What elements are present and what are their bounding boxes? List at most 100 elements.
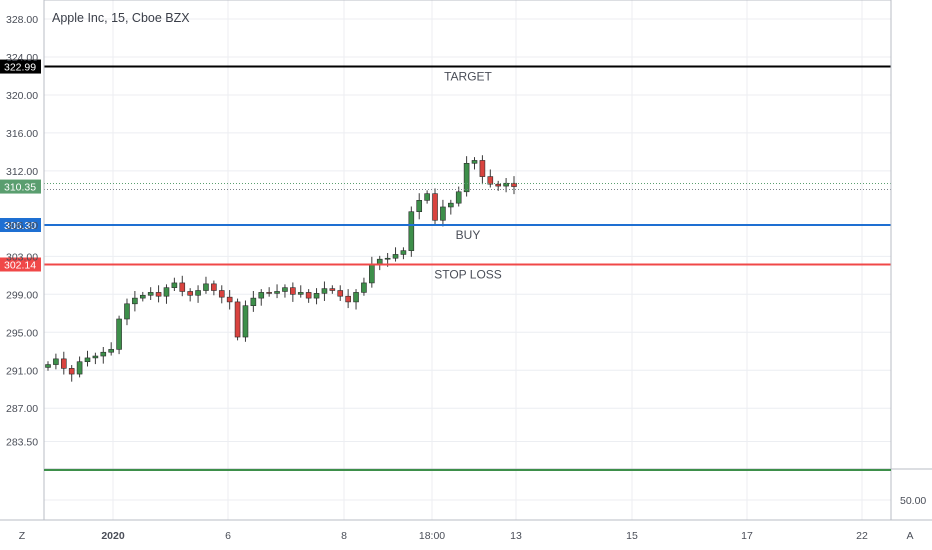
candle [163,284,170,304]
candle [345,289,351,309]
candle [416,193,423,220]
candle [313,288,320,305]
candle [203,276,209,294]
timezone-button[interactable]: Z [19,530,26,542]
candle [53,353,59,370]
candle [408,206,415,257]
candle-body [163,287,170,297]
candle [84,350,91,367]
candle [234,298,241,341]
candle-body [84,357,91,363]
y-tick-label: 299.00 [6,289,38,301]
level-price-value: 302.14 [4,260,36,272]
candle-body [155,292,162,297]
candle [495,180,502,191]
candle-body [384,257,391,260]
candle [487,169,494,188]
candle-body [60,358,67,369]
candle-body [353,292,359,303]
price-levels: TARGET 322.99 BUY 306.30 STOP LOSS 302.14 310.… [0,59,891,282]
level-price-value: 322.99 [4,62,36,74]
candle-body [305,292,312,299]
candle [242,300,249,342]
candle [463,156,470,197]
candle-body [139,294,146,299]
candle-body [313,293,320,299]
x-tick-label: 22 [856,530,868,542]
candle [424,190,430,204]
candle [471,157,478,170]
candle [187,288,193,302]
candle-body [195,290,201,296]
candle-body [290,287,296,295]
candle-body [479,160,486,177]
candle [400,247,407,260]
candle-body [455,191,462,204]
candle [45,361,51,371]
candle-body [361,282,367,293]
level-label: TARGET [444,70,492,84]
x-tick-label: 13 [510,530,522,542]
candle-body [400,250,407,255]
y-tick-label: 306.30 [6,220,38,232]
candle [218,285,225,304]
candle [266,287,272,297]
candle-body [432,193,438,221]
candle [108,342,114,356]
y-tick-label: 303.00 [6,251,38,263]
candle-body [376,258,383,265]
candle [361,277,367,296]
candle-body [511,182,517,187]
candle [432,188,438,226]
auto-scale-button[interactable]: A [906,530,913,542]
level-price-value: 306.30 [4,220,36,232]
candle-body [329,288,336,291]
candle [258,289,265,306]
candle [211,280,217,296]
candle [171,277,178,291]
candle-body [392,254,399,259]
candle-body [274,291,280,294]
candle-body [345,295,351,303]
candle [392,247,399,262]
candle [132,290,138,312]
candle-body [100,351,107,357]
candle-body [282,287,288,292]
candle-body [463,162,470,193]
y-tick-label: 324.00 [6,52,38,64]
candle [68,365,75,382]
candle-body [337,290,344,297]
candle-body [440,206,446,221]
candle-body [471,160,478,164]
candle [139,291,146,302]
y-tick-label: 295.00 [6,327,38,339]
candle-body [116,318,122,350]
candle [297,285,304,298]
x-tick-label: 6 [225,530,231,542]
candle-body [297,292,304,295]
level-price-tag [0,59,41,74]
candle [282,284,288,298]
candle-body [234,301,241,338]
level-label: BUY [456,228,481,242]
candle [448,199,454,215]
candle-body [250,297,257,307]
candle-body [266,292,272,294]
candle-body [218,290,225,298]
candle [321,281,328,301]
candle [147,287,154,301]
candle-body [487,176,494,185]
candle-body [211,283,217,291]
x-tick-label: 2020 [101,530,125,542]
sub-panel-tick-label: 50.00 [900,495,926,507]
candle [116,315,122,355]
candle [274,284,280,299]
level-buy: BUY 306.30 [0,218,891,242]
candle [195,285,201,303]
candle-body [108,349,114,353]
x-tick-label: 18:00 [419,530,445,542]
candle-body [495,183,502,187]
candle-body [416,200,423,213]
